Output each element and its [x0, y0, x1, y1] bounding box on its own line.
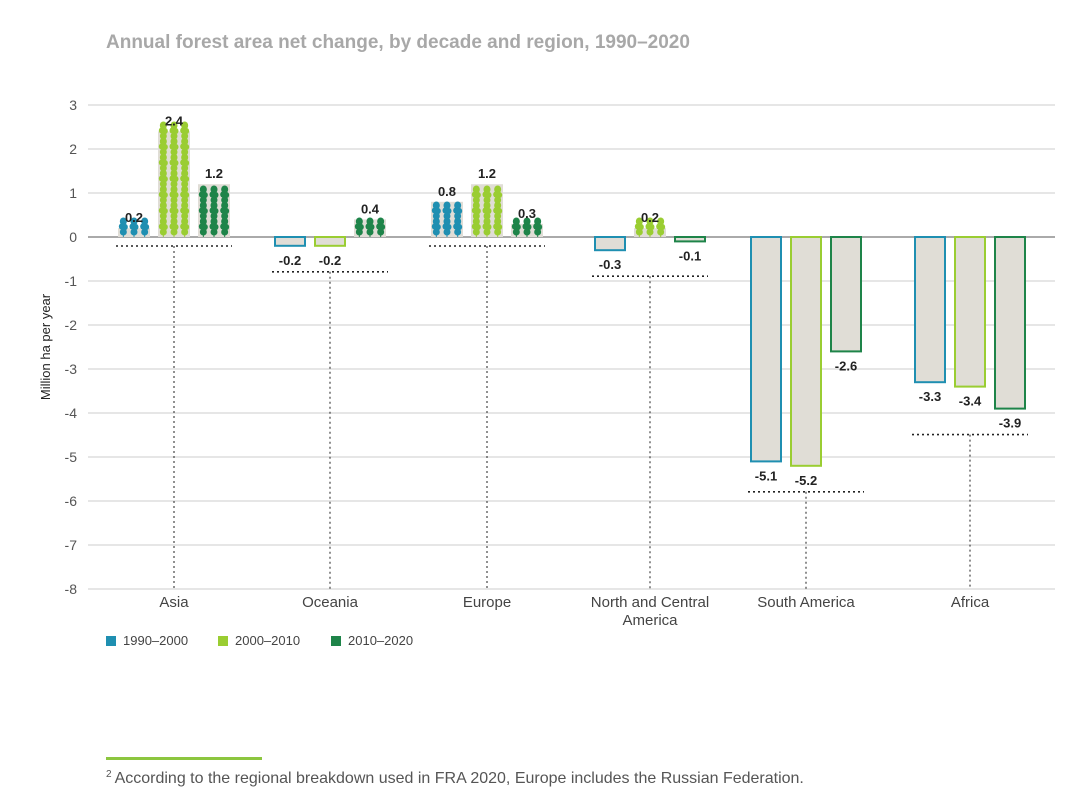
y-axis-label: Million ha per year: [38, 293, 53, 400]
data-label: 2.4: [165, 113, 184, 128]
y-tick-label: 2: [69, 141, 77, 157]
footnote-divider: [106, 757, 262, 760]
y-tick-label: -2: [65, 317, 78, 333]
legend-label: 2010–2020: [348, 633, 413, 648]
data-label: 0.4: [361, 201, 380, 216]
data-label: -5.1: [755, 468, 777, 483]
bar-1990–2000: [594, 236, 626, 252]
data-label: 0.2: [641, 210, 659, 225]
bar-2010–2020: [994, 236, 1026, 410]
y-tick-label: -5: [65, 449, 78, 465]
y-tick-label: -4: [65, 405, 78, 421]
y-tick-label: 1: [69, 185, 77, 201]
data-label: -0.1: [679, 248, 701, 263]
data-label: 1.2: [205, 166, 223, 181]
bar-2000–2010: [954, 236, 986, 388]
data-label: -0.3: [599, 257, 621, 272]
legend-label: 2000–2010: [235, 633, 300, 648]
bar-2000–2010: [790, 236, 822, 467]
footnote-marker: 2: [106, 769, 112, 780]
bar-1990–2000: [750, 236, 782, 463]
chart-title: Annual forest area net change, by decade…: [106, 32, 690, 53]
data-label: 0.3: [518, 206, 536, 221]
y-tick-label: -7: [65, 537, 78, 553]
x-category-label: Europe: [463, 594, 511, 611]
bar-2010–2020: [674, 236, 706, 243]
x-category-label: North and Central: [591, 594, 709, 611]
x-category-label: Asia: [159, 594, 189, 611]
legend-swatch: [331, 636, 341, 646]
legend-swatch: [218, 636, 228, 646]
x-category-label: Africa: [951, 594, 990, 611]
data-label: 1.2: [478, 166, 496, 181]
y-tick-label: -3: [65, 361, 78, 377]
data-label: -2.6: [835, 358, 857, 373]
data-label: -3.4: [959, 394, 982, 409]
x-category-label: America: [622, 612, 678, 629]
bar-1990–2000: [274, 236, 306, 247]
bar-2010–2020: [830, 236, 862, 353]
bar-2000–2010: [314, 236, 346, 247]
data-label: -0.2: [319, 253, 341, 268]
data-label: 0.2: [125, 210, 143, 225]
bar-1990–2000: [914, 236, 946, 384]
x-category-label: Oceania: [302, 594, 359, 611]
y-tick-label: -6: [65, 493, 78, 509]
data-label: -0.2: [279, 253, 301, 268]
data-label: -5.2: [795, 473, 817, 488]
footnote-text: According to the regional breakdown used…: [114, 770, 804, 787]
x-category-label: South America: [757, 594, 855, 611]
y-tick-label: 3: [69, 97, 77, 113]
legend-swatch: [106, 636, 116, 646]
data-label: -3.3: [919, 389, 941, 404]
legend-label: 1990–2000: [123, 633, 188, 648]
data-label: 0.8: [438, 184, 456, 199]
y-tick-label: 0: [69, 229, 77, 245]
y-tick-label: -8: [65, 581, 78, 597]
y-tick-label: -1: [65, 273, 78, 289]
footnote: 2 According to the regional breakdown use…: [106, 769, 804, 788]
data-label: -3.9: [999, 416, 1021, 431]
